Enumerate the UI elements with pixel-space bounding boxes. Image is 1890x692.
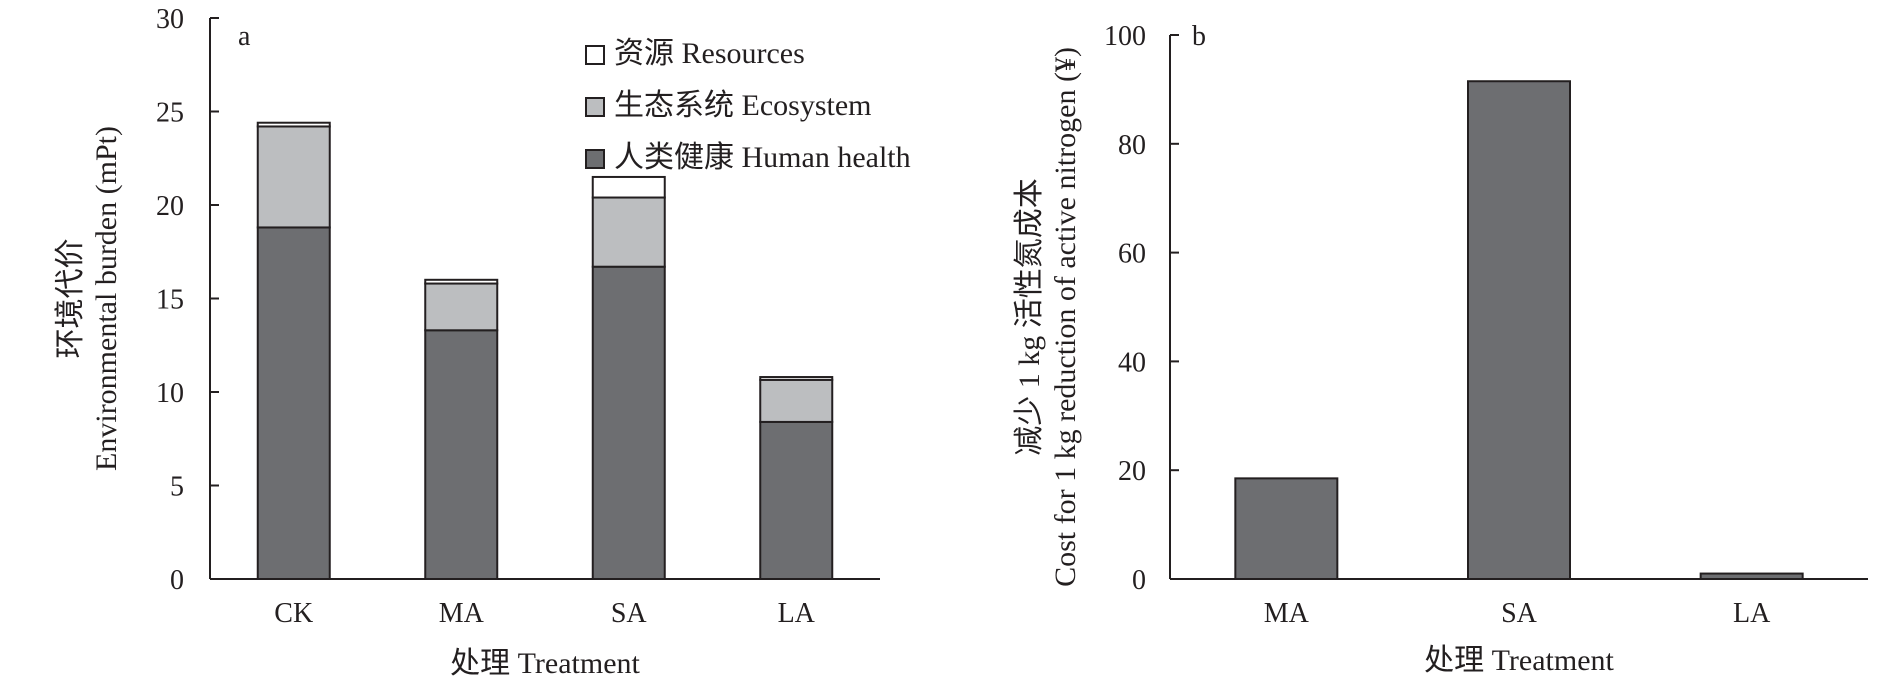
panel-letter-b: b (1192, 21, 1206, 52)
bar-human-health-la (759, 420, 834, 581)
bar-resources-sa (591, 175, 666, 199)
bar-ecosystem-sa (591, 196, 666, 268)
bar-cost-sa (1467, 80, 1571, 581)
bar-resources-ck (256, 121, 331, 128)
panel-b-bar-chart: 0 20 40 60 80 100 MA SA LA 处理 Treatment 减少 1 kg 活性… (1013, 21, 1868, 677)
legend-swatch-resources (585, 45, 605, 65)
bar-ecosystem-ck (256, 125, 331, 229)
x-tick-label: SA (1501, 598, 1538, 629)
x-axis-title: 处理 Treatment (1424, 644, 1614, 677)
bar-human-health-ck (256, 226, 331, 580)
y-tick-label: 20 (1118, 456, 1146, 487)
x-tick-label: SA (611, 598, 648, 629)
y-tick-label: 60 (1118, 239, 1146, 270)
y-tick-label: 5 (170, 472, 184, 503)
y-axis-title-en: Cost for 1 kg reduction of active nitrog… (1049, 47, 1082, 587)
x-tick-label: MA (439, 598, 485, 629)
x-tick-label: LA (778, 598, 816, 629)
y-tick-label: 40 (1118, 347, 1146, 378)
bar-cost-la (1699, 572, 1804, 580)
y-tick-label: 0 (170, 565, 184, 596)
x-tick-label: MA (1264, 598, 1310, 629)
y-tick-label: 10 (156, 378, 184, 409)
bar-human-health-sa (591, 265, 666, 580)
y-axis-title-cn: 减少 1 kg 活性氮成本 (1013, 178, 1046, 456)
y-tick-label: 20 (156, 191, 184, 222)
legend-label-resources: 资源 Resources (614, 37, 805, 70)
y-tick-label: 25 (156, 98, 184, 129)
legend-label-ecosystem: 生态系统 Ecosystem (614, 89, 871, 122)
legend-swatch-human-health (585, 149, 605, 169)
x-axis-title: 处理 Treatment (450, 647, 640, 680)
bar-ecosystem-ma (424, 282, 499, 332)
panel-letter-a: a (238, 21, 251, 52)
y-tick-label: 30 (156, 4, 184, 35)
legend-label-human-health: 人类健康 Human health (614, 141, 911, 174)
bar-ecosystem-la (759, 378, 834, 423)
bar-human-health-ma (424, 329, 499, 581)
y-tick-label: 15 (156, 285, 184, 316)
y-axis-title-cn: 环境代价 (54, 239, 87, 359)
bar-cost-ma (1234, 477, 1339, 580)
bar-resources-la (759, 376, 834, 381)
panel-a-stacked-bar-chart: 0 5 10 15 20 25 30 CK MA SA LA 处理 Treatment 环境代价 Envi… (54, 4, 911, 680)
y-tick-label: 0 (1132, 565, 1146, 596)
bar-resources-ma (424, 278, 499, 285)
y-axis-title-en: Environmental burden (mPt) (90, 126, 123, 471)
y-tick-label: 100 (1104, 21, 1146, 52)
legend-swatch-ecosystem (585, 97, 605, 117)
y-tick-label: 80 (1118, 130, 1146, 161)
x-tick-label: CK (274, 598, 313, 629)
x-tick-label: LA (1733, 598, 1771, 629)
